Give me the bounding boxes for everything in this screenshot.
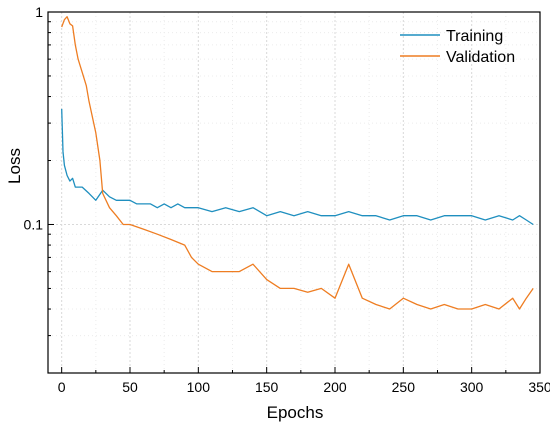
- x-tick-label: 300: [460, 379, 484, 395]
- x-tick-label: 150: [255, 379, 279, 395]
- series-lines: [61, 16, 534, 310]
- axes: [47, 11, 541, 374]
- tick-labels: 0 50 100 150 200 250 300 350 0.1 1: [24, 4, 550, 395]
- x-tick-label: 0: [58, 379, 66, 395]
- y-axis-title: Loss: [5, 148, 24, 184]
- y-tick-label: 1: [35, 4, 43, 20]
- x-tick-label: 350: [528, 379, 550, 395]
- x-tick-label: 200: [323, 379, 347, 395]
- series-line-training: [61, 108, 534, 226]
- x-axis-title: Epochs: [267, 403, 324, 422]
- y-tick-label: 0.1: [24, 216, 44, 232]
- series-line-validation: [61, 16, 534, 310]
- legend-label-validation: Validation: [446, 49, 515, 66]
- x-tick-label: 50: [122, 379, 138, 395]
- legend: Training Validation: [400, 28, 515, 66]
- plot-frame: [47, 11, 541, 374]
- x-tick-label: 100: [187, 379, 211, 395]
- legend-label-training: Training: [446, 28, 503, 45]
- grid: [48, 11, 541, 374]
- x-tick-label: 250: [392, 379, 416, 395]
